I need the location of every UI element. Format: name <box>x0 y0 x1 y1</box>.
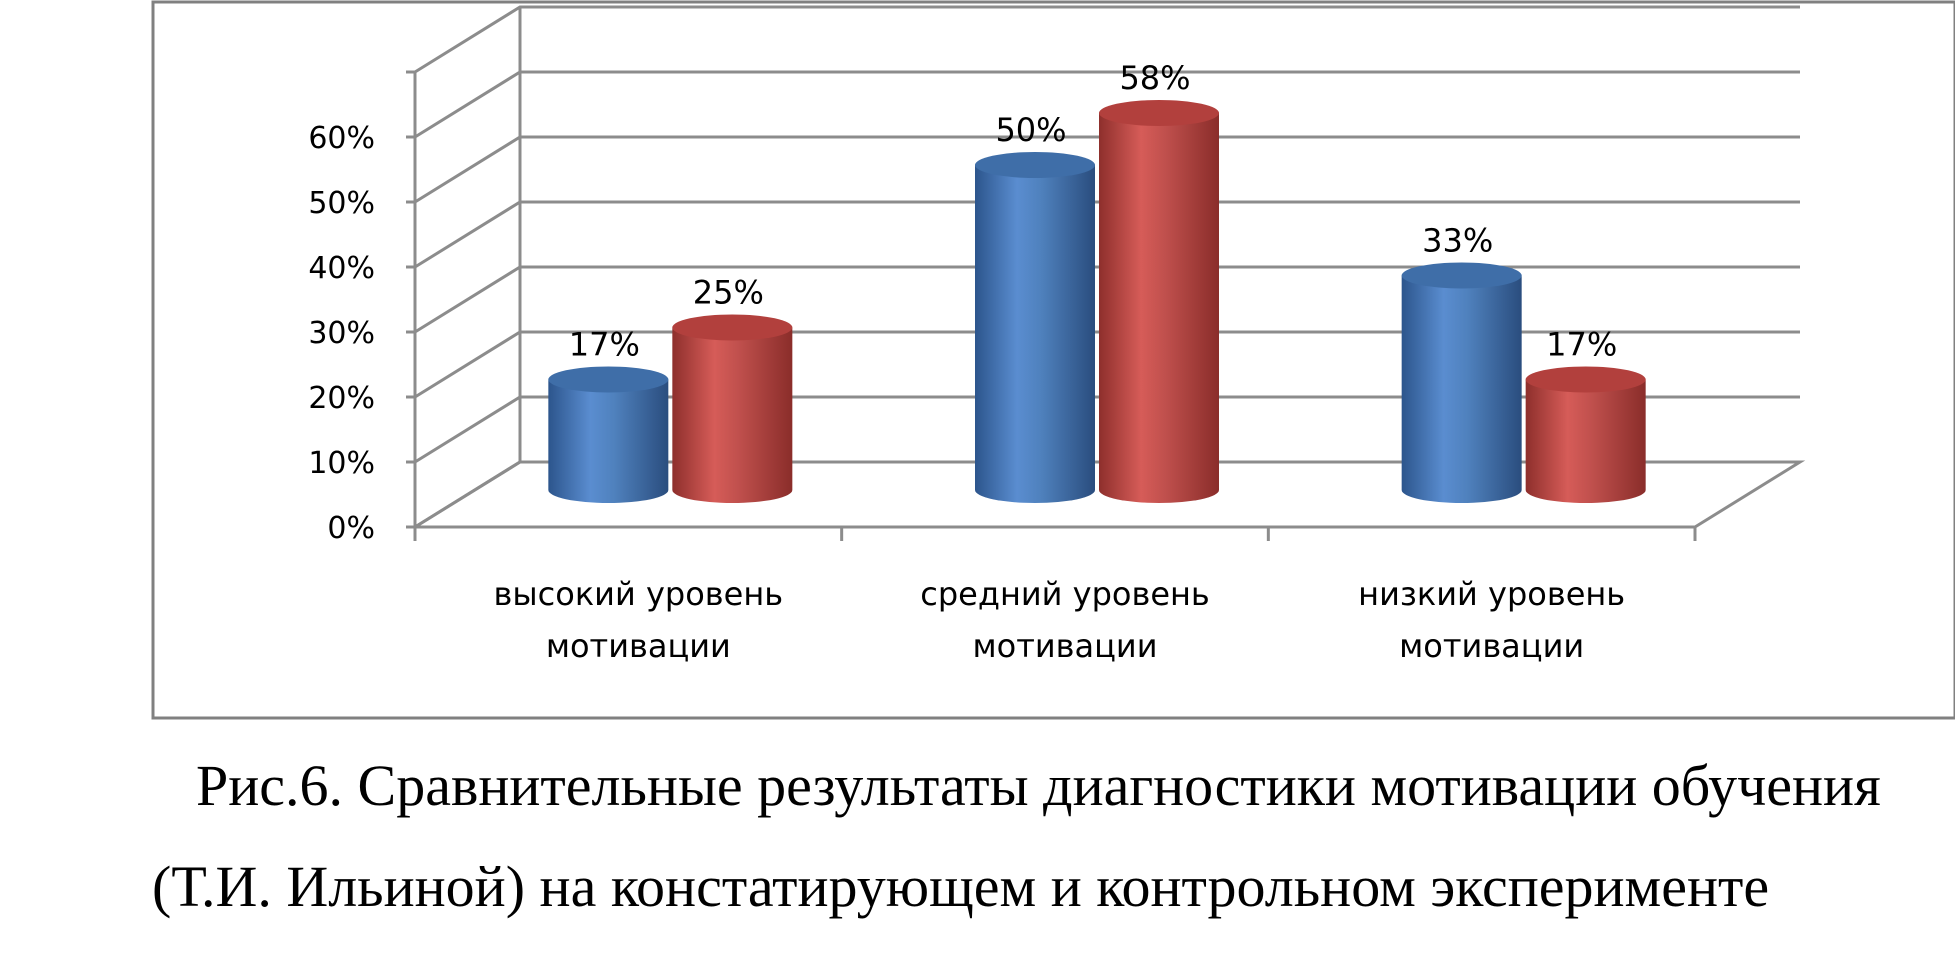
y-tick-label: 0% <box>327 511 375 546</box>
data-label: 25% <box>693 274 764 312</box>
bar <box>548 366 669 504</box>
axes <box>406 70 1697 541</box>
y-tick-label: 40% <box>308 251 375 286</box>
data-label: 17% <box>569 326 640 364</box>
bar <box>1401 262 1522 504</box>
y-tick-label: 30% <box>308 316 375 351</box>
y-tick-label: 50% <box>308 186 375 221</box>
data-label: 33% <box>1422 222 1493 260</box>
category-label: мотивации <box>546 627 731 665</box>
figure-caption-line-2: (Т.И. Ильиной) на констатирующем и контр… <box>152 854 1770 919</box>
bar <box>672 314 793 504</box>
category-label: мотивации <box>1399 627 1584 665</box>
data-labels: 17% 50% 33% 25% 58% 17% <box>569 59 1617 364</box>
figure-caption-line-1: Рис.6. Сравнительные результаты диагност… <box>196 753 1881 818</box>
data-label: 50% <box>995 111 1066 149</box>
category-label: мотивации <box>973 627 1158 665</box>
category-label: средний уровень <box>920 575 1210 613</box>
bars <box>548 100 1646 504</box>
category-label: высокий уровень <box>494 575 784 613</box>
bar <box>1525 366 1646 504</box>
y-axis-ticks: 0% 10% 20% 30% 40% 50% 60% <box>308 121 375 546</box>
y-tick-label: 20% <box>308 381 375 416</box>
data-label: 58% <box>1119 59 1190 97</box>
bar <box>975 152 1095 503</box>
category-label: низкий уровень <box>1358 575 1625 613</box>
y-tick-label: 60% <box>308 121 375 156</box>
bar <box>1099 100 1219 503</box>
category-labels: высокий уровень мотивации средний уровень м… <box>494 575 1626 665</box>
data-label: 17% <box>1546 326 1617 364</box>
y-tick-label: 10% <box>308 446 375 481</box>
